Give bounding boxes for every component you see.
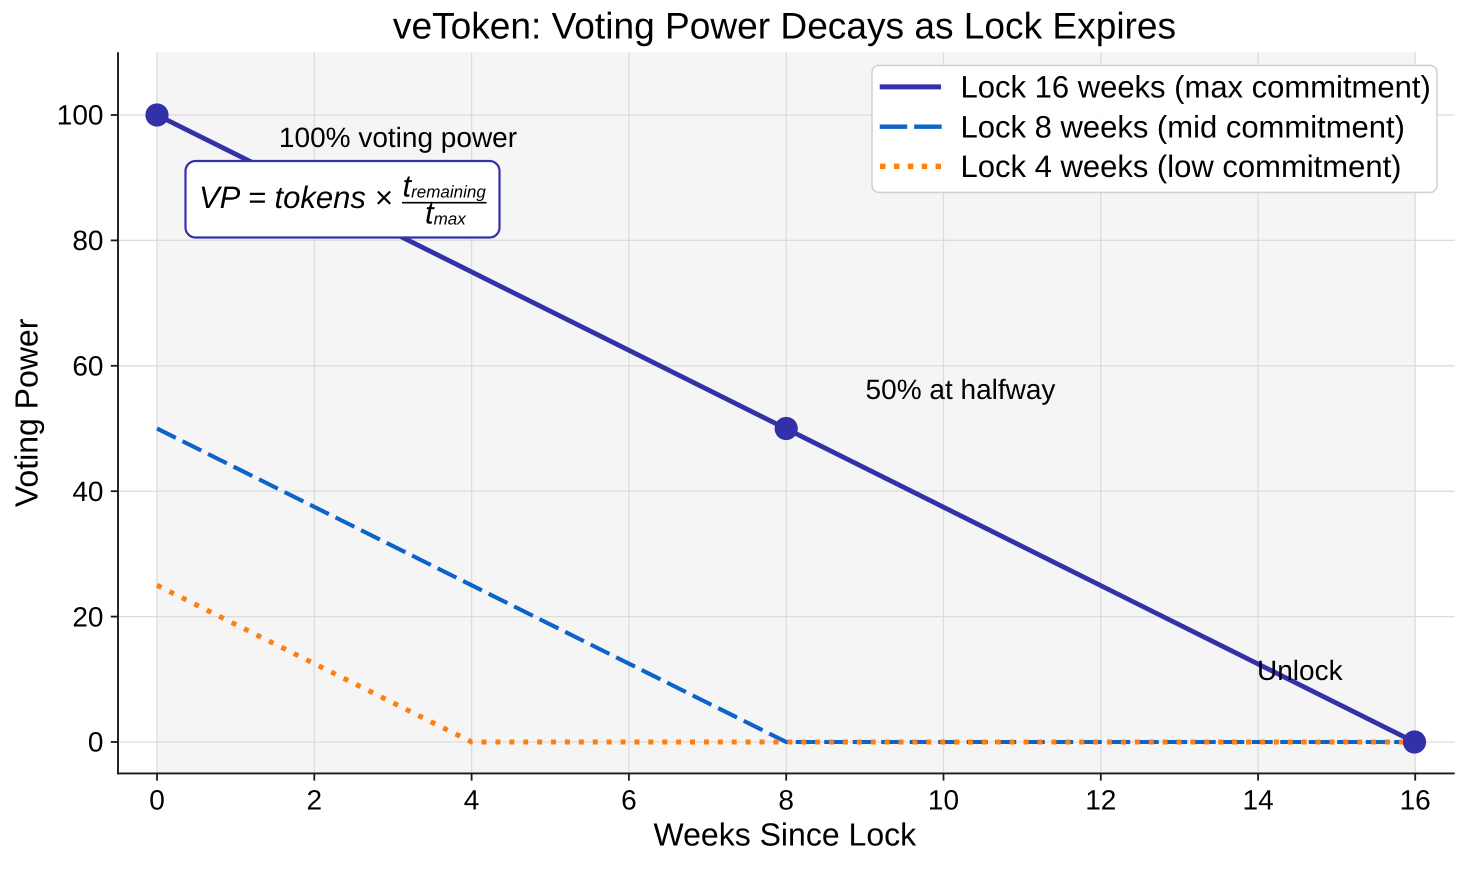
svg-text:Lock 8 weeks (mid commitment): Lock 8 weeks (mid commitment) [961, 109, 1405, 144]
svg-text:40: 40 [72, 476, 103, 507]
svg-text:VP = tokens ×: VP = tokens × [199, 180, 393, 215]
svg-text:100% voting power: 100% voting power [279, 122, 517, 153]
svg-text:2: 2 [307, 784, 323, 815]
svg-text:60: 60 [72, 351, 103, 382]
svg-text:10: 10 [928, 784, 959, 815]
svg-text:Unlock: Unlock [1257, 655, 1344, 686]
svg-text:Weeks Since Lock: Weeks Since Lock [653, 816, 917, 852]
svg-text:100: 100 [57, 100, 104, 131]
svg-text:0: 0 [149, 784, 165, 815]
svg-text:80: 80 [72, 225, 103, 256]
svg-text:6: 6 [621, 784, 637, 815]
svg-text:14: 14 [1243, 784, 1274, 815]
svg-text:50% at halfway: 50% at halfway [866, 374, 1056, 405]
svg-text:veToken: Voting Power Decays a: veToken: Voting Power Decays as Lock Exp… [393, 4, 1176, 46]
svg-text:16: 16 [1400, 784, 1431, 815]
svg-text:Lock 4 weeks (low commitment): Lock 4 weeks (low commitment) [961, 149, 1402, 184]
svg-text:8: 8 [778, 784, 794, 815]
svg-text:Lock 16 weeks (max commitment): Lock 16 weeks (max commitment) [961, 70, 1431, 105]
svg-text:Voting Power: Voting Power [9, 318, 45, 507]
svg-text:4: 4 [464, 784, 480, 815]
svg-text:20: 20 [72, 601, 103, 632]
svg-text:12: 12 [1085, 784, 1116, 815]
svg-text:0: 0 [88, 727, 104, 758]
